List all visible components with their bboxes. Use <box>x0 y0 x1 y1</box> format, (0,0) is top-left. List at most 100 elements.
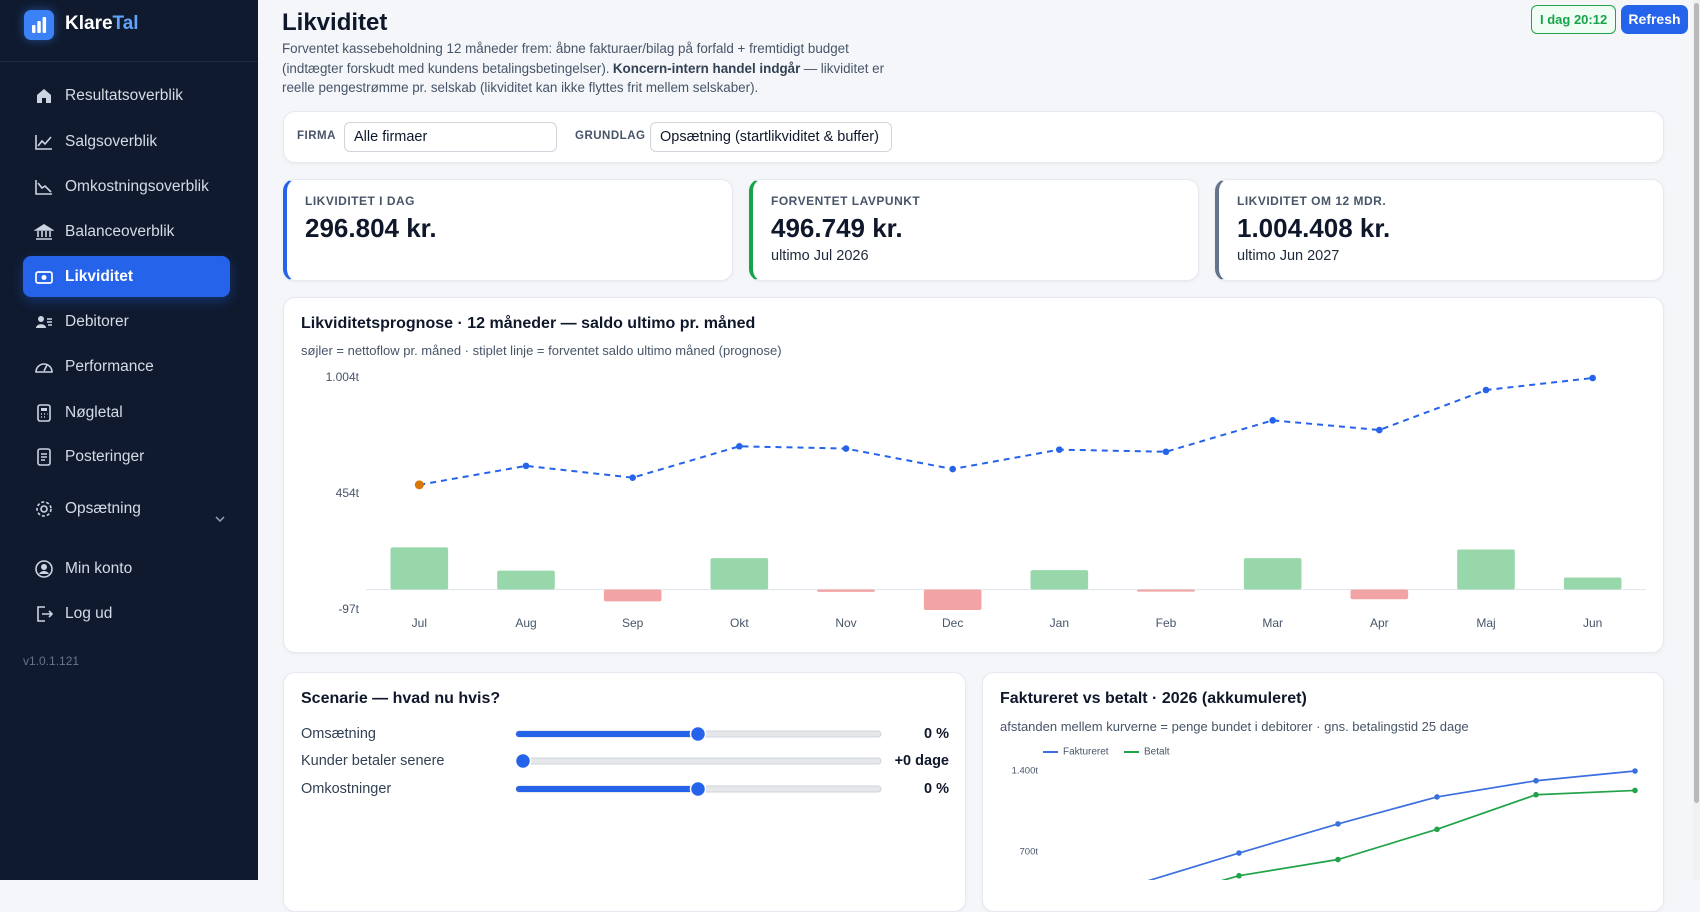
series-point <box>1632 787 1638 794</box>
series-point <box>1236 872 1242 879</box>
series-point <box>1632 768 1638 774</box>
nav-item[interactable]: Balanceoverblik <box>23 211 230 252</box>
nav-icon <box>34 224 54 240</box>
slider-track[interactable] <box>515 757 882 765</box>
nav-icon <box>35 135 52 150</box>
nav-label: Log ud <box>65 604 113 622</box>
nav-label: Nøgletal <box>65 403 123 421</box>
nav-icon <box>35 560 53 578</box>
desc-text: — likviditet er reelle pengestrømme pr. … <box>282 60 885 96</box>
desc-text: Forventet kassebeholdning 12 måneder fre… <box>282 41 849 76</box>
chart-overlay: -97t 454t 1.004t Jul Aug Sep Okt Nov Dec Jan Feb Ma… <box>326 370 1646 880</box>
card-title: Scenarie — hvad nu hvis? <box>301 690 501 707</box>
kpi-value: 296.804 kr. <box>305 213 437 243</box>
slider-fill <box>516 786 698 792</box>
y-tick-label: 1.004t <box>326 370 360 384</box>
kpi-card: FORVENTET LAVPUNKT 496.749 kr. ultimo Ju… <box>749 179 1199 281</box>
kpi-label: LIKVIDITET OM 12 MDR. <box>1237 194 1387 208</box>
nav-icon <box>35 180 52 195</box>
bar <box>1030 570 1089 590</box>
nav-item[interactable]: Resultatsoverblik <box>23 75 230 116</box>
card-subtitle: afstanden mellem kurverne = penge bundet… <box>1000 719 1469 734</box>
kpi-value: 496.749 kr. <box>771 213 903 243</box>
forecast-point <box>629 474 636 481</box>
filter-card: FIRMA Alle firmaer GRUNDLAG Opsætning (s… <box>283 111 1664 163</box>
card-title: Likviditetsprognose · 12 måneder — saldo… <box>301 315 756 332</box>
nav-item[interactable]: Opsætning <box>23 488 230 529</box>
kpi-card: LIKVIDITET OM 12 MDR. 1.004.408 kr. ulti… <box>1215 179 1664 281</box>
nav-item[interactable]: Omkostningsoverblik <box>23 166 230 207</box>
forecast-point <box>736 442 743 450</box>
refresh-button[interactable]: Refresh <box>1621 5 1688 34</box>
nav-icon <box>36 316 52 328</box>
y-tick-label: 700t <box>1020 847 1039 858</box>
bar <box>1457 549 1515 590</box>
nav-label: Omkostningsoverblik <box>65 177 209 195</box>
series-point <box>1533 791 1539 798</box>
bar <box>1350 589 1409 600</box>
scenario-value: 0 % <box>924 781 949 797</box>
forecast-point <box>1376 426 1383 434</box>
desc-bold: Koncern-intern handel indgår <box>612 60 801 76</box>
bar <box>710 558 769 590</box>
slider-thumb[interactable] <box>514 752 532 770</box>
filter-label: GRUNDLAG <box>575 130 646 142</box>
filter-label: FIRMA <box>297 130 336 142</box>
bar <box>1137 589 1195 592</box>
clock-badge: I dag 20:12 <box>1531 5 1617 34</box>
y-tick-label: -97t <box>338 602 359 616</box>
slider-fill <box>516 731 698 737</box>
x-tick-label: Nov <box>835 616 856 630</box>
nav-label: Resultatsoverblik <box>65 86 184 104</box>
scenario-value: +0 dage <box>894 753 949 769</box>
brand-glyph <box>32 17 47 33</box>
sliders[interactable] <box>514 725 882 798</box>
kpi-value: 1.004.408 kr. <box>1237 213 1391 243</box>
forecast-point <box>522 462 530 470</box>
x-tick-label: Sep <box>622 616 644 630</box>
nav-item[interactable]: Posteringer <box>23 436 230 477</box>
page-description: Forventet kassebeholdning 12 måneder fre… <box>282 39 892 98</box>
nav-item[interactable]: Likviditet <box>23 256 230 297</box>
slider-thumb[interactable] <box>689 725 707 743</box>
scenario-label: Kunder betaler senere <box>301 753 445 769</box>
y-tick-label: 454t <box>336 486 360 500</box>
bar <box>497 570 555 590</box>
bar <box>603 589 662 602</box>
card-title: Faktureret vs betalt · 2026 (akkumuleret… <box>1000 690 1307 707</box>
kpi-card: LIKVIDITET I DAG 296.804 kr. <box>283 179 733 281</box>
series-point <box>1335 856 1341 863</box>
x-tick-label: Jan <box>1050 616 1069 630</box>
filter-select[interactable]: Alle firmaer <box>344 122 557 152</box>
bar <box>817 589 875 592</box>
forecast-point <box>1056 446 1063 453</box>
x-tick-label: Okt <box>730 616 749 630</box>
nav-label: Min konto <box>65 559 133 577</box>
nav-item[interactable]: Log ud <box>23 593 230 634</box>
nav-icon <box>35 363 53 373</box>
bar <box>1563 577 1622 590</box>
nav-item[interactable]: Performance <box>23 346 230 387</box>
brand[interactable]: KlareTal <box>65 13 139 35</box>
nav-icon <box>37 448 51 466</box>
bar <box>390 547 449 590</box>
nav-item[interactable]: Salgsoverblik <box>23 121 230 162</box>
forecast-line <box>419 377 1593 486</box>
x-tick-label: Feb <box>1156 616 1177 630</box>
series-point <box>1533 777 1539 784</box>
version: v1.0.1.121 <box>23 654 80 668</box>
forecast-point <box>414 480 424 490</box>
x-tick-label: Jul <box>412 616 427 630</box>
slider-thumb[interactable] <box>689 780 707 798</box>
nav-icon <box>36 501 52 517</box>
filter-select[interactable]: Opsætning (startlikviditet & buffer) <box>650 122 892 152</box>
scrollbar-thumb[interactable] <box>1694 3 1699 803</box>
nav-item[interactable]: Min konto <box>23 548 230 589</box>
nav-item[interactable]: Nøgletal <box>23 392 230 433</box>
forecast-point <box>949 465 956 473</box>
nav-label: Balanceoverblik <box>65 222 175 240</box>
divider <box>0 61 258 62</box>
nav-item[interactable]: Debitorer <box>23 301 230 342</box>
x-tick-label: Maj <box>1476 616 1495 630</box>
